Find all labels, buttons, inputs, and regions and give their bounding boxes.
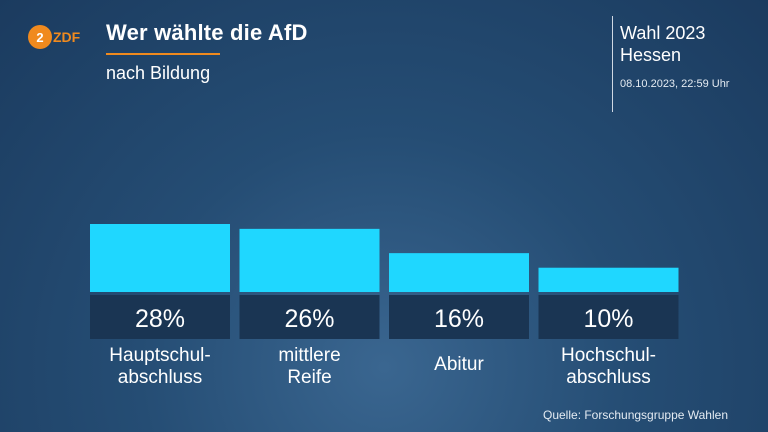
- source-note: Quelle: Forschungsgruppe Wahlen: [543, 408, 728, 422]
- value-label-0: 28%: [135, 305, 185, 333]
- event-line-region: Hessen: [620, 45, 682, 65]
- timestamp: 08.10.2023, 22:59 Uhr: [620, 78, 730, 90]
- value-label-1: 26%: [284, 305, 334, 333]
- title-underline: [106, 53, 220, 55]
- category-label-0: Hauptschul-abschluss: [109, 345, 210, 388]
- bar-2: [389, 253, 529, 292]
- category-label-1: mittlere Reife: [278, 345, 340, 388]
- header-divider: [612, 16, 613, 112]
- bar-0: [90, 224, 230, 292]
- chart-title: Wer wählte die AfD: [106, 20, 308, 45]
- event-label: Wahl 2023 Hessen: [620, 22, 705, 66]
- bar-1: [239, 228, 380, 292]
- value-box-2: [389, 295, 529, 339]
- zdf-logo: 2 ZDF: [28, 25, 80, 49]
- event-line-election: Wahl 2023: [620, 23, 706, 43]
- value-box-1: [239, 295, 380, 339]
- logo-text: ZDF: [53, 29, 80, 45]
- bar-3: [538, 267, 679, 292]
- chart-subtitle: nach Bildung: [106, 63, 211, 83]
- value-box-0: [90, 295, 230, 339]
- value-box-3: [538, 295, 679, 339]
- svg-text:2: 2: [36, 30, 43, 45]
- value-label-3: 10%: [583, 305, 633, 333]
- value-label-2: 16%: [434, 305, 484, 333]
- category-label-3: Hochschul-abschluss: [561, 345, 656, 388]
- category-label-2: Abitur: [434, 354, 484, 375]
